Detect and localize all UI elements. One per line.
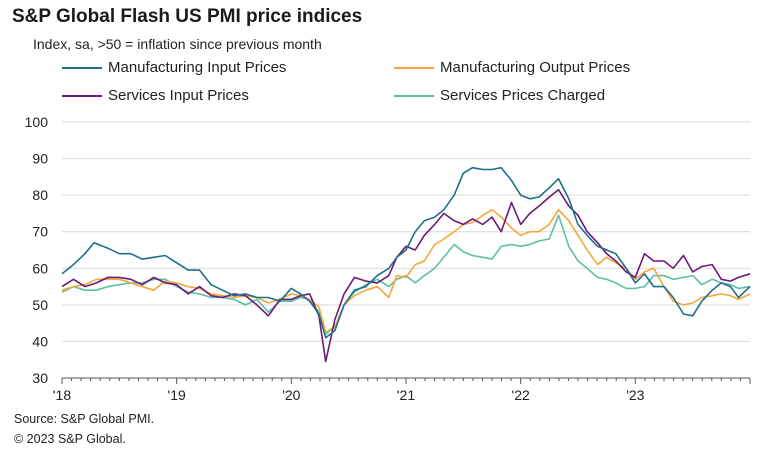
x-tick-label: '18 — [53, 387, 71, 403]
legend-swatch-services-input — [62, 95, 102, 97]
gridlines — [62, 121, 750, 342]
y-tick-label: 100 — [25, 114, 49, 130]
x-tick-label: '19 — [168, 387, 186, 403]
series-line-services-input-prices — [61, 188, 751, 363]
y-tick-label: 40 — [32, 333, 48, 349]
series-lines — [61, 166, 751, 363]
source-note: Source: S&P Global PMI. — [14, 412, 155, 426]
x-tick-label: '21 — [397, 387, 415, 403]
series-line-services-prices-charged — [61, 214, 751, 335]
chart-title: S&P Global Flash US PMI price indices — [12, 6, 363, 27]
y-tick-label: 70 — [32, 224, 48, 240]
y-tick-label: 80 — [32, 187, 48, 203]
y-axis-tick-labels: 30 40 50 60 70 80 90 100 — [25, 114, 49, 386]
copyright-note: © 2023 S&P Global. — [14, 432, 126, 446]
series-line-manufacturing-input-prices — [61, 166, 751, 339]
y-tick-label: 50 — [32, 297, 48, 313]
legend-swatch-services-charged — [394, 95, 434, 97]
y-tick-label: 90 — [32, 151, 48, 167]
y-tick-label: 60 — [32, 260, 48, 276]
x-tick-label: '23 — [626, 387, 644, 403]
legend-swatch-manufacturing-output — [394, 67, 434, 69]
legend-label-manufacturing-input: Manufacturing Input Prices — [108, 59, 287, 76]
x-tick-label: '20 — [282, 387, 300, 403]
legend-label-services-input: Services Input Prices — [108, 87, 249, 104]
y-tick-label: 30 — [32, 370, 48, 386]
series-line-manufacturing-output-prices — [61, 209, 751, 334]
x-tick-label: '22 — [512, 387, 530, 403]
legend-swatch-manufacturing-input — [62, 67, 102, 69]
x-axis: '18 '19 '20 '21 '22 '23 — [53, 377, 751, 403]
chart-subtitle: Index, sa, >50 = inflation since previou… — [33, 36, 322, 52]
legend-label-services-charged: Services Prices Charged — [440, 87, 606, 104]
legend-label-manufacturing-output: Manufacturing Output Prices — [440, 59, 631, 76]
